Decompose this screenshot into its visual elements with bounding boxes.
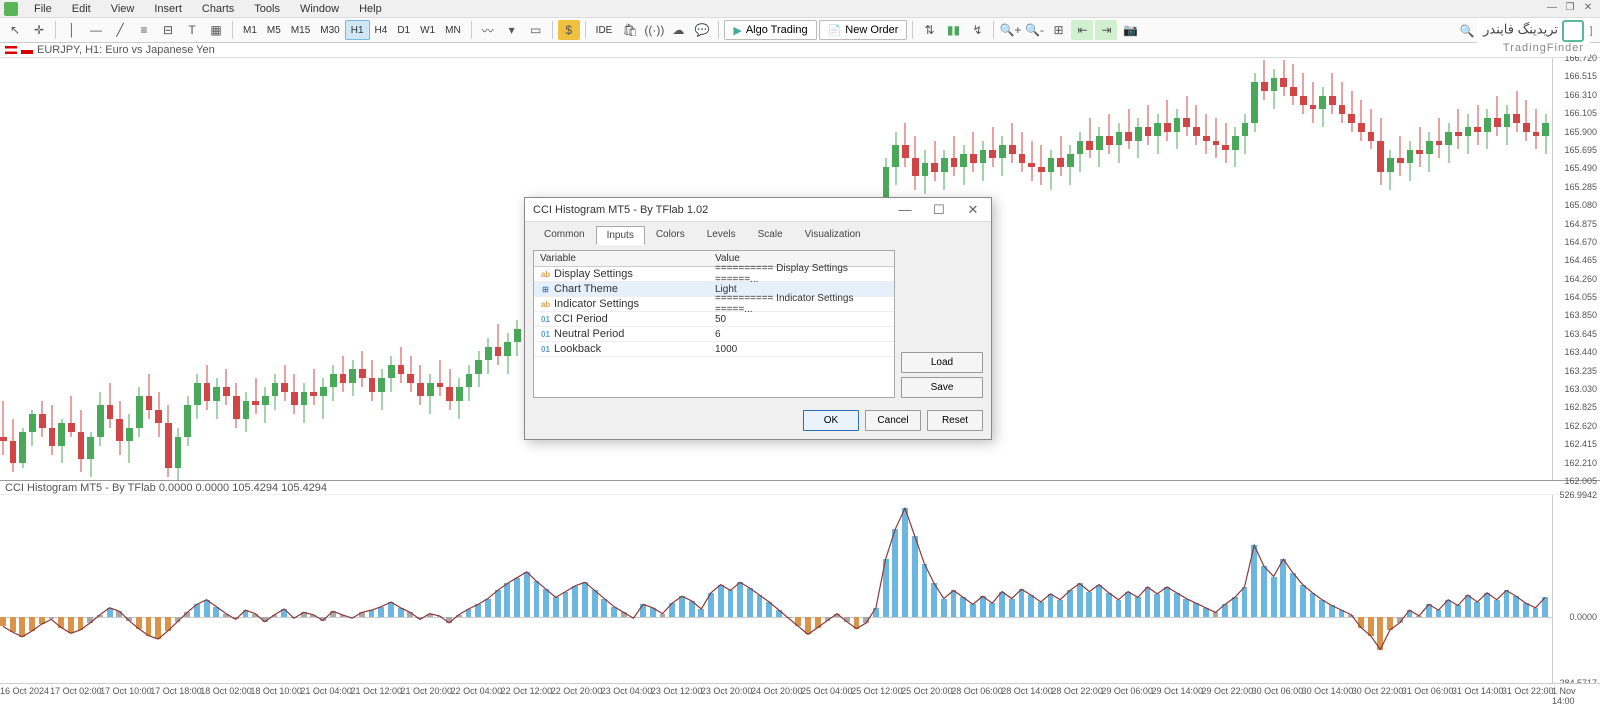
params-table[interactable]: Variable Value abDisplay Settings=======… (533, 250, 895, 398)
hline-icon[interactable]: — (85, 20, 107, 40)
timeframe-m1[interactable]: M1 (238, 20, 262, 40)
menu-charts[interactable]: Charts (192, 3, 244, 15)
indicator-settings-dialog: CCI Histogram MT5 - By TFlab 1.02 — ☐ ✕ … (524, 197, 992, 440)
dialog-tabs: CommonInputsColorsLevelsScaleVisualizati… (525, 222, 991, 244)
indicator-area[interactable]: 526.99420.0000-284.5717 (0, 495, 1600, 683)
objects-icon[interactable]: ▦ (205, 20, 227, 40)
template-icon[interactable]: ▭ (525, 20, 547, 40)
zoom-in-icon[interactable]: 🔍+ (999, 20, 1021, 40)
tab-levels[interactable]: Levels (696, 225, 747, 244)
chart-header: EURJPY, H1: Euro vs Japanese Yen (0, 43, 1600, 58)
vps-icon[interactable]: ☁ (667, 20, 689, 40)
dialog-minimize-icon[interactable]: — (895, 202, 915, 218)
tab-common[interactable]: Common (533, 225, 596, 244)
menu-help[interactable]: Help (349, 3, 392, 15)
dropdown-icon[interactable]: ▾ (501, 20, 523, 40)
timeframe-m5[interactable]: M5 (262, 20, 286, 40)
load-button[interactable]: Load (901, 352, 983, 373)
toolbar: ↖ ✛ │ — ╱ ≡ ⊟ T ▦ M1M5M15M30H1H4D1W1MN 〰… (0, 18, 1600, 43)
price-axis: 166.720166.515166.310166.105165.900165.6… (1552, 58, 1600, 480)
tile-icon[interactable]: ⊞ (1047, 20, 1069, 40)
ide-button[interactable]: IDE (591, 20, 618, 40)
window-close-icon[interactable]: ✕ (1581, 2, 1595, 14)
window-controls: — ❐ ✕ (1545, 2, 1595, 14)
timeframe-h1[interactable]: H1 (345, 20, 370, 40)
zoom-out-icon[interactable]: 🔍- (1023, 20, 1045, 40)
param-row[interactable]: 01Neutral Period6 (534, 327, 894, 342)
line-chart-icon[interactable]: 〰 (477, 20, 499, 40)
timeframe-w1[interactable]: W1 (415, 20, 440, 40)
timeframe-d1[interactable]: D1 (392, 20, 415, 40)
algo-trading-button[interactable]: ▶Algo Trading (724, 20, 816, 40)
timeframe-h4[interactable]: H4 (370, 20, 393, 40)
equidist-icon[interactable]: ≡ (133, 20, 155, 40)
menu-file[interactable]: File (24, 3, 62, 15)
dialog-maximize-icon[interactable]: ☐ (929, 202, 949, 218)
camera-icon[interactable]: 📷 (1119, 20, 1141, 40)
indicator-header: CCI Histogram MT5 - By TFlab 0.0000 0.00… (0, 481, 1600, 495)
cancel-button[interactable]: Cancel (865, 410, 921, 431)
app-icon (4, 2, 18, 16)
chart-title: EURJPY, H1: Euro vs Japanese Yen (37, 44, 215, 56)
timeframe-mn[interactable]: MN (440, 20, 466, 40)
menu-view[interactable]: View (101, 3, 145, 15)
dollar-icon[interactable]: $ (558, 20, 580, 40)
chat-icon[interactable]: 💬 (691, 20, 713, 40)
tab-inputs[interactable]: Inputs (596, 226, 645, 245)
vline-icon[interactable]: │ (61, 20, 83, 40)
reset-button[interactable]: Reset (927, 410, 983, 431)
tab-visualization[interactable]: Visualization (794, 225, 872, 244)
brand-logo: تریدینگ فایندر TradingFinder (1477, 18, 1590, 56)
text-icon[interactable]: T (181, 20, 203, 40)
cursor-icon[interactable]: ↖ (4, 20, 26, 40)
param-row[interactable]: abDisplay Settings========== Display Set… (534, 267, 894, 282)
timeframe-m30[interactable]: M30 (315, 20, 344, 40)
menu-insert[interactable]: Insert (144, 3, 192, 15)
flag2-icon (21, 46, 33, 54)
dialog-title-text: CCI Histogram MT5 - By TFlab 1.02 (533, 204, 708, 216)
dialog-titlebar[interactable]: CCI Histogram MT5 - By TFlab 1.02 — ☐ ✕ (525, 198, 991, 222)
param-row[interactable]: 01Lookback1000 (534, 342, 894, 357)
indicator-axis: 526.99420.0000-284.5717 (1552, 495, 1600, 683)
dialog-close-icon[interactable]: ✕ (963, 202, 983, 218)
col-header-variable[interactable]: Variable (534, 251, 709, 266)
menu-tools[interactable]: Tools (244, 3, 290, 15)
fibo-icon[interactable]: ⊟ (157, 20, 179, 40)
window-minimize-icon[interactable]: — (1545, 2, 1559, 14)
window-restore-icon[interactable]: ❐ (1563, 2, 1577, 14)
trendline-icon[interactable]: ╱ (109, 20, 131, 40)
param-row[interactable]: 01CCI Period50 (534, 312, 894, 327)
menubar: FileEditViewInsertChartsToolsWindowHelp (0, 0, 1600, 18)
menu-window[interactable]: Window (290, 3, 349, 15)
crosshair-icon[interactable]: ✛ (28, 20, 50, 40)
tab-scale[interactable]: Scale (747, 225, 794, 244)
ok-button[interactable]: OK (803, 410, 859, 431)
market-icon[interactable]: 🛍 (619, 20, 641, 40)
new-order-button[interactable]: 📄New Order (819, 20, 908, 40)
bars-icon[interactable]: ▮▮ (942, 20, 964, 40)
timeframe-m15[interactable]: M15 (286, 20, 315, 40)
menu-edit[interactable]: Edit (62, 3, 101, 15)
signal-icon[interactable]: ((·)) (643, 20, 665, 40)
save-button[interactable]: Save (901, 377, 983, 398)
autoscroll-icon[interactable]: ↯ (966, 20, 988, 40)
param-row[interactable]: abIndicator Settings========== Indicator… (534, 297, 894, 312)
scroll-left-icon[interactable]: ⇤ (1071, 20, 1093, 40)
time-axis: 16 Oct 202417 Oct 02:0017 Oct 10:0017 Oc… (0, 683, 1600, 698)
scroll-right-icon[interactable]: ⇥ (1095, 20, 1117, 40)
shift-icon[interactable]: ⇅ (918, 20, 940, 40)
tab-colors[interactable]: Colors (645, 225, 696, 244)
flag1-icon (5, 46, 17, 54)
search-icon[interactable]: 🔍 (1460, 24, 1475, 38)
